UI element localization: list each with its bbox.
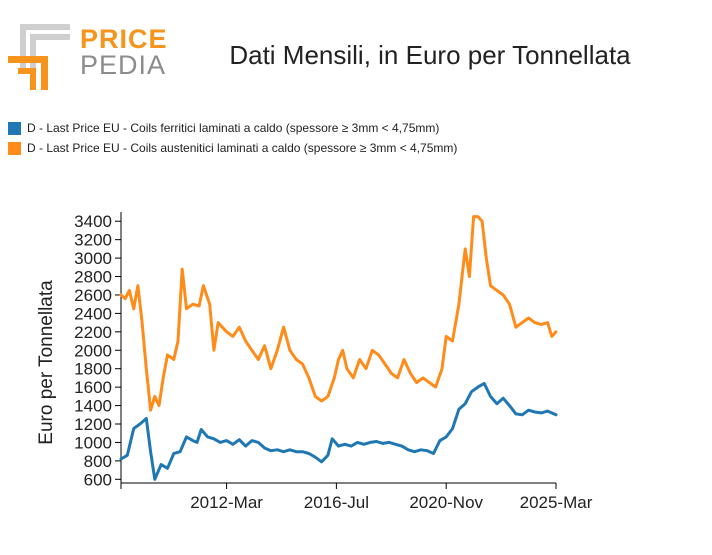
legend-label-ferritici: D - Last Price EU - Coils ferritici lami…	[27, 121, 440, 135]
y-tick-label: 2400	[74, 304, 112, 323]
x-tick-label: 2020-Nov	[409, 493, 483, 512]
y-axis-label: Euro per Tonnellata	[36, 280, 57, 445]
series-line-ferritici	[119, 381, 558, 481]
series-line-austenitici	[119, 215, 558, 412]
y-tick-label: 3000	[74, 249, 112, 268]
y-tick-label: 1600	[74, 378, 112, 397]
y-tick-label: 2000	[74, 341, 112, 360]
chart-title: Dati Mensili, in Euro per Tonnellata	[229, 40, 631, 70]
y-tick-label: 2800	[74, 268, 112, 287]
y-tick-label: 800	[84, 452, 112, 471]
logo-text-pedia: PEDIA	[80, 50, 167, 80]
logo-mark-icon	[8, 24, 70, 90]
x-tick-label: 2025-Mar	[520, 493, 593, 512]
legend-item-austenitici[interactable]: D - Last Price EU - Coils austenitici la…	[8, 138, 457, 158]
y-tick-label: 600	[84, 470, 112, 489]
legend-swatch-ferritici	[8, 121, 21, 135]
y-tick-label: 1800	[74, 360, 112, 379]
legend-label-austenitici: D - Last Price EU - Coils austenitici la…	[27, 141, 458, 155]
y-tick-label: 2200	[74, 323, 112, 342]
x-tick-label: 2016-Jul	[304, 493, 369, 512]
y-tick-label: 1400	[74, 397, 112, 416]
legend-item-ferritici[interactable]: D - Last Price EU - Coils ferritici lami…	[8, 118, 457, 138]
logo-text-price: PRICE	[80, 24, 168, 54]
legend-swatch-austenitici	[8, 141, 21, 155]
x-tick-label: 2012-Mar	[190, 493, 263, 512]
chart-legend: D - Last Price EU - Coils ferritici lami…	[8, 118, 457, 158]
y-tick-label: 1000	[74, 433, 112, 452]
y-tick-label: 2600	[74, 286, 112, 305]
pricepedia-logo: PRICE PEDIA	[8, 22, 167, 92]
y-tick-label: 3200	[74, 231, 112, 250]
y-tick-label: 3400	[74, 212, 112, 231]
y-tick-label: 1200	[74, 415, 112, 434]
